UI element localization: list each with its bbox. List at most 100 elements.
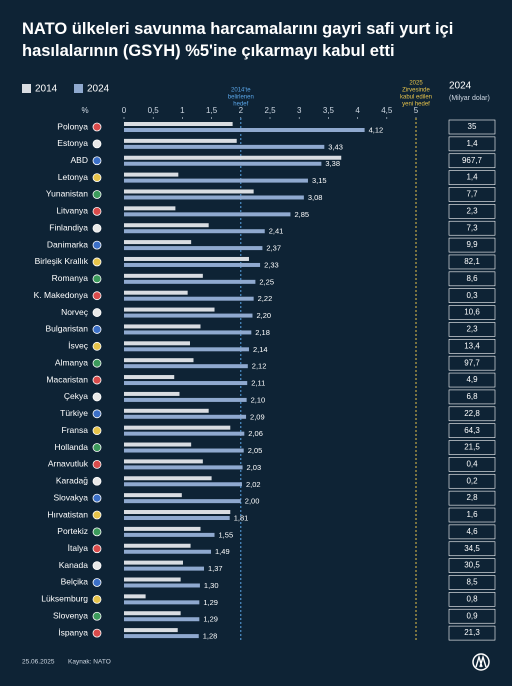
bar [124, 223, 209, 228]
bar [124, 482, 242, 487]
category-label: Lüksemburg [41, 594, 88, 604]
category-label: Romanya [52, 273, 89, 283]
value-label: 1,29 [203, 598, 218, 607]
value-label: 2,18 [255, 328, 270, 337]
spending-label: 1,6 [466, 510, 478, 519]
bar [124, 448, 244, 453]
reference-label: hedef [233, 102, 248, 108]
bar [124, 212, 291, 217]
value-label: 2,20 [256, 311, 271, 320]
bar [124, 465, 243, 470]
spending-cell [448, 473, 496, 489]
spending-cell [448, 136, 496, 152]
value-label: 2,00 [245, 497, 260, 506]
chart-title: NATO ülkeleri savunma harcamalarını gayr… [22, 20, 454, 60]
spending-label: 9,9 [466, 240, 478, 249]
x-tick-label: 5 [414, 106, 419, 115]
spending-cell [448, 220, 496, 236]
bar [124, 341, 190, 346]
category-label: İsveç [68, 341, 89, 351]
value-label: 2,25 [259, 277, 274, 286]
bar [124, 560, 183, 565]
spending-label: 34,5 [464, 544, 480, 553]
spending-label: 13,4 [464, 341, 480, 350]
bar [124, 229, 265, 234]
flag-icon [92, 578, 102, 587]
value-label: 3,38 [325, 159, 340, 168]
bar [124, 262, 261, 267]
bar [124, 375, 175, 380]
spending-cell [448, 355, 496, 371]
flag-icon [92, 291, 102, 301]
bar [124, 499, 241, 504]
category-label: İtalya [68, 543, 89, 553]
x-tick-label: 2,5 [264, 106, 276, 115]
spending-cell [448, 625, 496, 641]
legend-label: 2024 [87, 84, 110, 95]
value-label: 1,28 [203, 632, 218, 641]
spending-cell [448, 558, 496, 573]
category-label: Bulgaristan [45, 324, 88, 334]
value-label: 1,37 [208, 564, 223, 573]
bar [124, 296, 254, 301]
flag-icon [92, 173, 102, 183]
category-label: Estonya [57, 138, 88, 148]
value-label: 2,09 [250, 412, 265, 421]
value-label: 2,03 [247, 463, 262, 472]
bar [124, 324, 201, 329]
bar [124, 408, 209, 413]
bar [124, 414, 247, 419]
category-label: İspanya [58, 627, 88, 637]
flag-icon [92, 611, 102, 621]
value-label: 4,12 [369, 125, 384, 134]
spending-label: 0,2 [466, 476, 478, 485]
spending-cell [448, 254, 496, 270]
spending-cell [448, 524, 496, 540]
spending-label: 2,3 [466, 325, 478, 334]
axis-unit: % [81, 106, 88, 115]
category-label: Fransa [62, 425, 89, 435]
category-label: Çekya [64, 391, 88, 401]
flag-icon [92, 527, 102, 537]
flag-icon [92, 561, 102, 571]
flag-icon [92, 341, 102, 351]
spending-label: 7,7 [466, 190, 478, 199]
bar [124, 240, 192, 245]
spending-label: 0,9 [466, 611, 478, 620]
category-label: Finlandiya [49, 222, 88, 232]
spending-label: 0,4 [466, 460, 478, 469]
reference-label: belirlenen [228, 95, 254, 101]
spending-cell [448, 322, 496, 337]
bar [124, 381, 248, 386]
bar [124, 347, 249, 352]
spending-label: 21,3 [464, 628, 480, 637]
x-tick-label: 3 [297, 106, 302, 115]
value-label: 3,43 [328, 142, 343, 151]
bar [124, 442, 192, 447]
category-label: ABD [71, 155, 88, 165]
bar [124, 425, 231, 430]
spending-cell [448, 237, 496, 253]
bar [124, 138, 237, 143]
spending-cell [448, 187, 496, 202]
flag-icon [92, 476, 102, 486]
x-tick-label: 4 [355, 106, 360, 115]
spending-cell [448, 575, 496, 590]
bar [124, 358, 194, 363]
bar [124, 273, 203, 278]
category-label: Letonya [58, 172, 89, 182]
reference-label: Zirvesinde [402, 88, 430, 94]
bar [124, 459, 203, 464]
x-tick-label: 0,5 [148, 106, 160, 115]
flag-icon [92, 358, 102, 368]
bar [124, 122, 233, 126]
spending-label: 7,3 [466, 223, 478, 232]
spending-label: 35 [468, 122, 477, 131]
value-label: 2,22 [258, 294, 273, 303]
flag-icon [92, 257, 102, 267]
bar [124, 195, 304, 200]
spending-cell [448, 406, 496, 422]
flag-icon [92, 274, 102, 284]
category-label: Almanya [55, 357, 88, 367]
